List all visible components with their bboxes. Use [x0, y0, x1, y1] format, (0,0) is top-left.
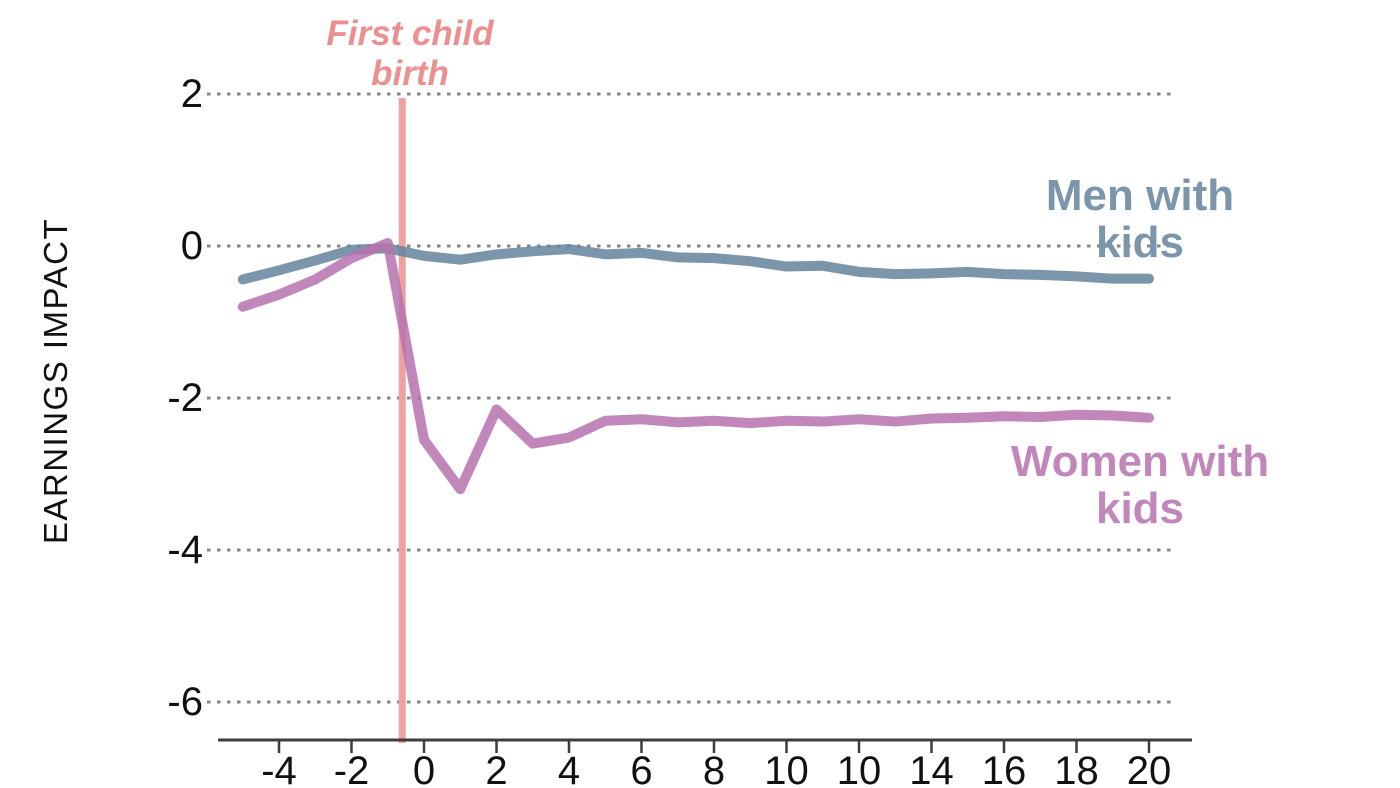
x-tick-label-2-0: 0 [412, 749, 436, 788]
y-tick-label-2: 2 [180, 72, 203, 116]
annotation-line-1: First child [326, 14, 494, 53]
series-label-men-line-2: kids [1095, 218, 1185, 267]
x-tick-label-11-18: 18 [1054, 749, 1099, 788]
series-label-women-line-1: Women with [1010, 437, 1270, 486]
series-label-men-line-1: Men with [1045, 171, 1235, 220]
y-tick-label--2: -2 [167, 376, 203, 420]
series-lines [237, 237, 1154, 495]
series-label-women-line-2: kids [1095, 484, 1185, 533]
series-line-women-with-kids [237, 237, 1154, 495]
x-tick-label-4-4: 4 [557, 749, 581, 788]
x-tick-label-12-20: 20 [1126, 749, 1172, 788]
y-tick-label--6: -6 [167, 680, 203, 724]
x-tick-label-9-14: 14 [909, 749, 954, 788]
series-label-women-with-kids: Women with kids [910, 438, 1370, 532]
x-axis-ticks [277, 740, 1151, 753]
x-tick-label-8-10: 10 [836, 749, 882, 788]
y-tick-label--4: -4 [167, 528, 203, 572]
y-axis-title: EARNINGS IMPACT [37, 217, 74, 545]
x-tick-label-6-8: 8 [702, 749, 726, 788]
x-tick-label-1--2: -2 [333, 749, 370, 788]
x-tick-label-5-6: 6 [630, 749, 653, 788]
y-tick-label-0: 0 [180, 224, 203, 268]
annotation-line-2: birth [371, 54, 449, 93]
series-label-men-with-kids: Men with kids [910, 172, 1370, 266]
x-tick-label-7-10: 10 [764, 749, 809, 788]
annotation-first-child-birth: First child birth [210, 14, 610, 94]
x-tick-label-10-16: 16 [981, 749, 1027, 788]
x-tick-label-0--4: -4 [261, 749, 297, 788]
x-tick-label-3-2: 2 [485, 749, 508, 788]
